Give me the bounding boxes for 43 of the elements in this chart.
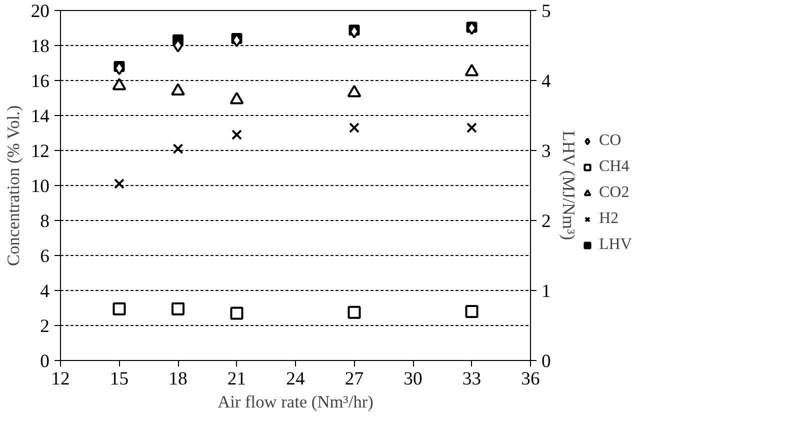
y2-tick-label: 5 [542, 1, 551, 22]
y2-tick-label: 0 [542, 351, 551, 372]
point [232, 130, 242, 140]
point [172, 302, 184, 316]
x-tick-label: 21 [227, 368, 246, 390]
y-axis-title: Concentration (% Vol.) [4, 105, 23, 266]
x-tick-label: 18 [168, 368, 188, 390]
y2-tick-label: 3 [542, 141, 551, 162]
y-tick-label: 6 [40, 246, 50, 267]
x-tick-label: 24 [286, 368, 306, 390]
point [349, 122, 360, 133]
legend-label: H2 [599, 210, 619, 228]
y2-tick-label: 1 [542, 281, 551, 302]
y-tick-label: 0 [40, 351, 50, 372]
point [114, 178, 124, 189]
y-tick-label: 8 [40, 211, 50, 232]
y2-tick-label: 4 [542, 71, 552, 92]
point [112, 302, 126, 316]
x-tick-label: 27 [344, 368, 364, 390]
x-tick-label: 30 [404, 368, 422, 390]
y-tick-label: 10 [30, 176, 50, 197]
y-tick-label: 12 [30, 141, 50, 162]
point [465, 305, 478, 318]
y-tick-label: 14 [30, 106, 50, 127]
x-tick-label: 33 [462, 368, 482, 390]
y2-axis-title: LHV (MJ/Nm³) [558, 130, 578, 240]
y-tick-label: 4 [40, 281, 50, 302]
y-tick-label: 18 [30, 36, 50, 57]
legend-label: CH4 [599, 158, 630, 176]
point [466, 122, 477, 133]
x-tick-label: 36 [521, 368, 540, 390]
legend-label: CO2 [599, 184, 630, 202]
legend-label: CO [599, 132, 622, 150]
y-tick-label: 16 [30, 71, 50, 92]
x-tick-label: 15 [110, 368, 129, 390]
point [230, 306, 244, 320]
legend-label: LHV [599, 236, 632, 254]
y2-tick-label: 2 [542, 211, 551, 232]
point [348, 306, 361, 319]
y-tick-label: 2 [40, 316, 50, 337]
y-tick-label: 20 [30, 1, 50, 22]
point [172, 144, 184, 154]
x-axis-title: Air flow rate (Nm³/hr) [218, 392, 374, 412]
